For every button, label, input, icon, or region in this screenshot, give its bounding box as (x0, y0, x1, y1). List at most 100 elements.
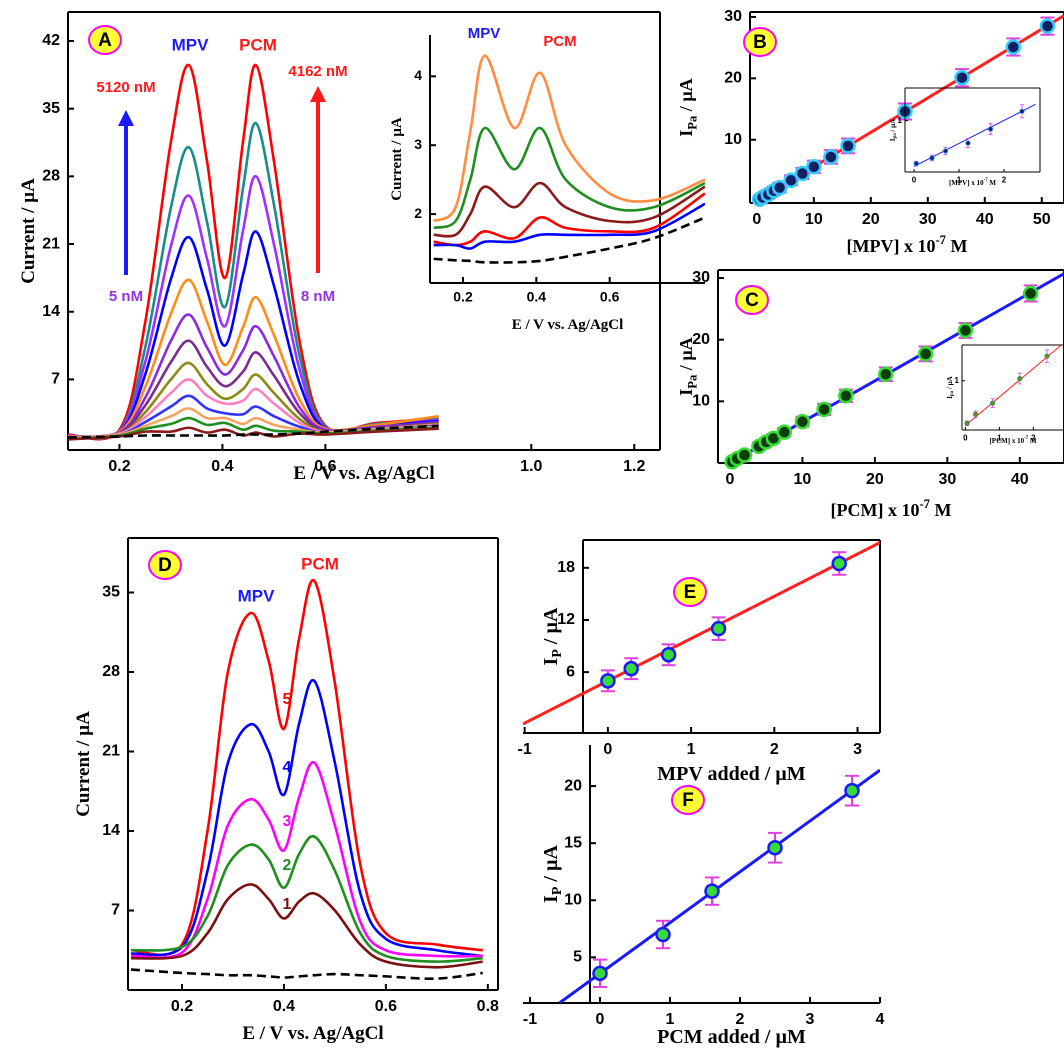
x-axis-label-sup: -7 (935, 233, 946, 247)
y-axis-label-sub: Pa (685, 115, 699, 130)
data-point (736, 447, 753, 463)
curve (130, 678, 483, 958)
x-tick-label: 0.6 (314, 458, 336, 475)
y-axis-label-text: Current / µA (389, 117, 405, 201)
x-tick-label: 1.2 (623, 458, 645, 475)
y-tick-label: 35 (42, 100, 60, 117)
y-tick-label: 21 (42, 235, 60, 252)
panel: -1 0 1 2 3 4 5 10 15 20 F (523, 745, 885, 1028)
y-tick-label: 10 (724, 131, 742, 148)
x-axis-label: [PCM] x 10-7 M (989, 436, 1036, 444)
panel-label: A (98, 30, 112, 51)
y-axis-label-text: Current / µA (18, 178, 39, 284)
curve (433, 216, 705, 264)
x-axis-label-text: PCM added / µM (657, 1026, 806, 1048)
panel-badge (743, 27, 777, 57)
panel-badge (148, 550, 182, 580)
curve (433, 181, 705, 238)
y-axis-label-sub: P (550, 886, 565, 895)
annotation: MPV (238, 586, 276, 605)
panel-label: E (684, 582, 697, 603)
y-tick-label: 42 (42, 32, 60, 49)
annotation: 2 (283, 857, 292, 874)
annotation: MPV (172, 35, 210, 54)
y-tick-label: 7 (51, 371, 60, 388)
x-tick-label: 0 (963, 434, 968, 443)
y-axis-label-sub: P (550, 649, 565, 658)
y-axis-label: Current / µA (73, 711, 94, 817)
panel-badge (735, 285, 769, 315)
y-axis-label-tail: / µA (540, 845, 562, 887)
x-tick-label: 0.2 (453, 288, 473, 304)
x-axis-label-text: [MPV] x 10 (949, 179, 984, 187)
y-tick-label: 2 (414, 205, 422, 221)
y-axis-label-sub: Pa (685, 374, 699, 389)
x-axis-label: [MPV] x 10-7 M (847, 233, 968, 256)
curve (68, 121, 439, 440)
annotation: 4162 nM (288, 63, 347, 80)
y-tick-label: 3 (414, 136, 422, 152)
y-tick-label: 10 (564, 891, 582, 908)
y-axis-label-text: I (889, 138, 897, 141)
y-tick-label: 20 (564, 777, 582, 794)
y-axis-label-tail: / µA (676, 78, 696, 115)
y-axis-label-text: Current / µA (73, 711, 94, 817)
fit-line (523, 541, 880, 726)
y-axis-label-tail: / µA (676, 337, 696, 374)
data-point (965, 140, 971, 146)
x-axis-label-text: E / V vs. Ag/AgCl (242, 1023, 383, 1044)
panel-label: F (682, 790, 694, 811)
data-point (1017, 375, 1023, 382)
x-tick-label: 10 (805, 211, 823, 228)
y-axis-label-text: I (540, 657, 562, 665)
panel-label: C (745, 290, 759, 311)
x-tick-label: 0 (726, 471, 735, 488)
y-axis-label: Ipa / µA (889, 119, 899, 141)
x-axis-label: PCM added / µM (657, 1026, 806, 1048)
y-tick-label: 18 (557, 559, 575, 576)
y-axis-label: IP / µA (540, 845, 566, 903)
y-axis-label-sub: pa (950, 390, 955, 396)
x-tick-label: 1 (957, 176, 962, 185)
y-tick-label: 21 (102, 743, 120, 760)
data-point (838, 388, 854, 404)
x-tick-label: 20 (866, 471, 884, 488)
y-tick-label: 14 (42, 303, 60, 320)
x-tick-label: 1.0 (520, 458, 542, 475)
data-point (823, 149, 839, 165)
annotation: 5 nM (109, 288, 143, 305)
curve (68, 426, 439, 441)
y-axis-label-tail: / µA (540, 607, 562, 649)
x-tick-label: 2 (736, 1011, 745, 1028)
annotation: 1 (283, 896, 292, 913)
y-axis-label-tail: / µA (889, 119, 897, 134)
y-axis-label-sub: pa (893, 133, 898, 139)
annotation: 8 nM (301, 288, 335, 305)
panel-label: D (158, 555, 172, 576)
y-tick-label: 20 (692, 331, 710, 348)
y-axis-label: IPa / µA (676, 337, 699, 395)
y-axis-label: IPa / µA (676, 78, 699, 136)
curve (130, 578, 483, 957)
y-tick-label: 1 (898, 116, 903, 125)
panel-badge (88, 25, 122, 55)
annotation: PCM (543, 33, 576, 50)
data-point (929, 155, 935, 161)
x-tick-label: 0 (603, 741, 612, 758)
x-tick-label: 0 (596, 1011, 605, 1028)
data-point (972, 411, 979, 417)
data-point (840, 138, 856, 154)
curve (433, 202, 705, 250)
y-tick-label: 7 (111, 902, 120, 919)
data-point (1044, 353, 1050, 359)
data-point (913, 161, 919, 167)
x-tick-label: 1 (666, 1011, 675, 1028)
y-axis-label-text: I (676, 130, 696, 137)
x-tick-label: 0.4 (273, 998, 295, 1015)
x-tick-label: 0.6 (600, 288, 620, 304)
data-point (1039, 18, 1056, 34)
